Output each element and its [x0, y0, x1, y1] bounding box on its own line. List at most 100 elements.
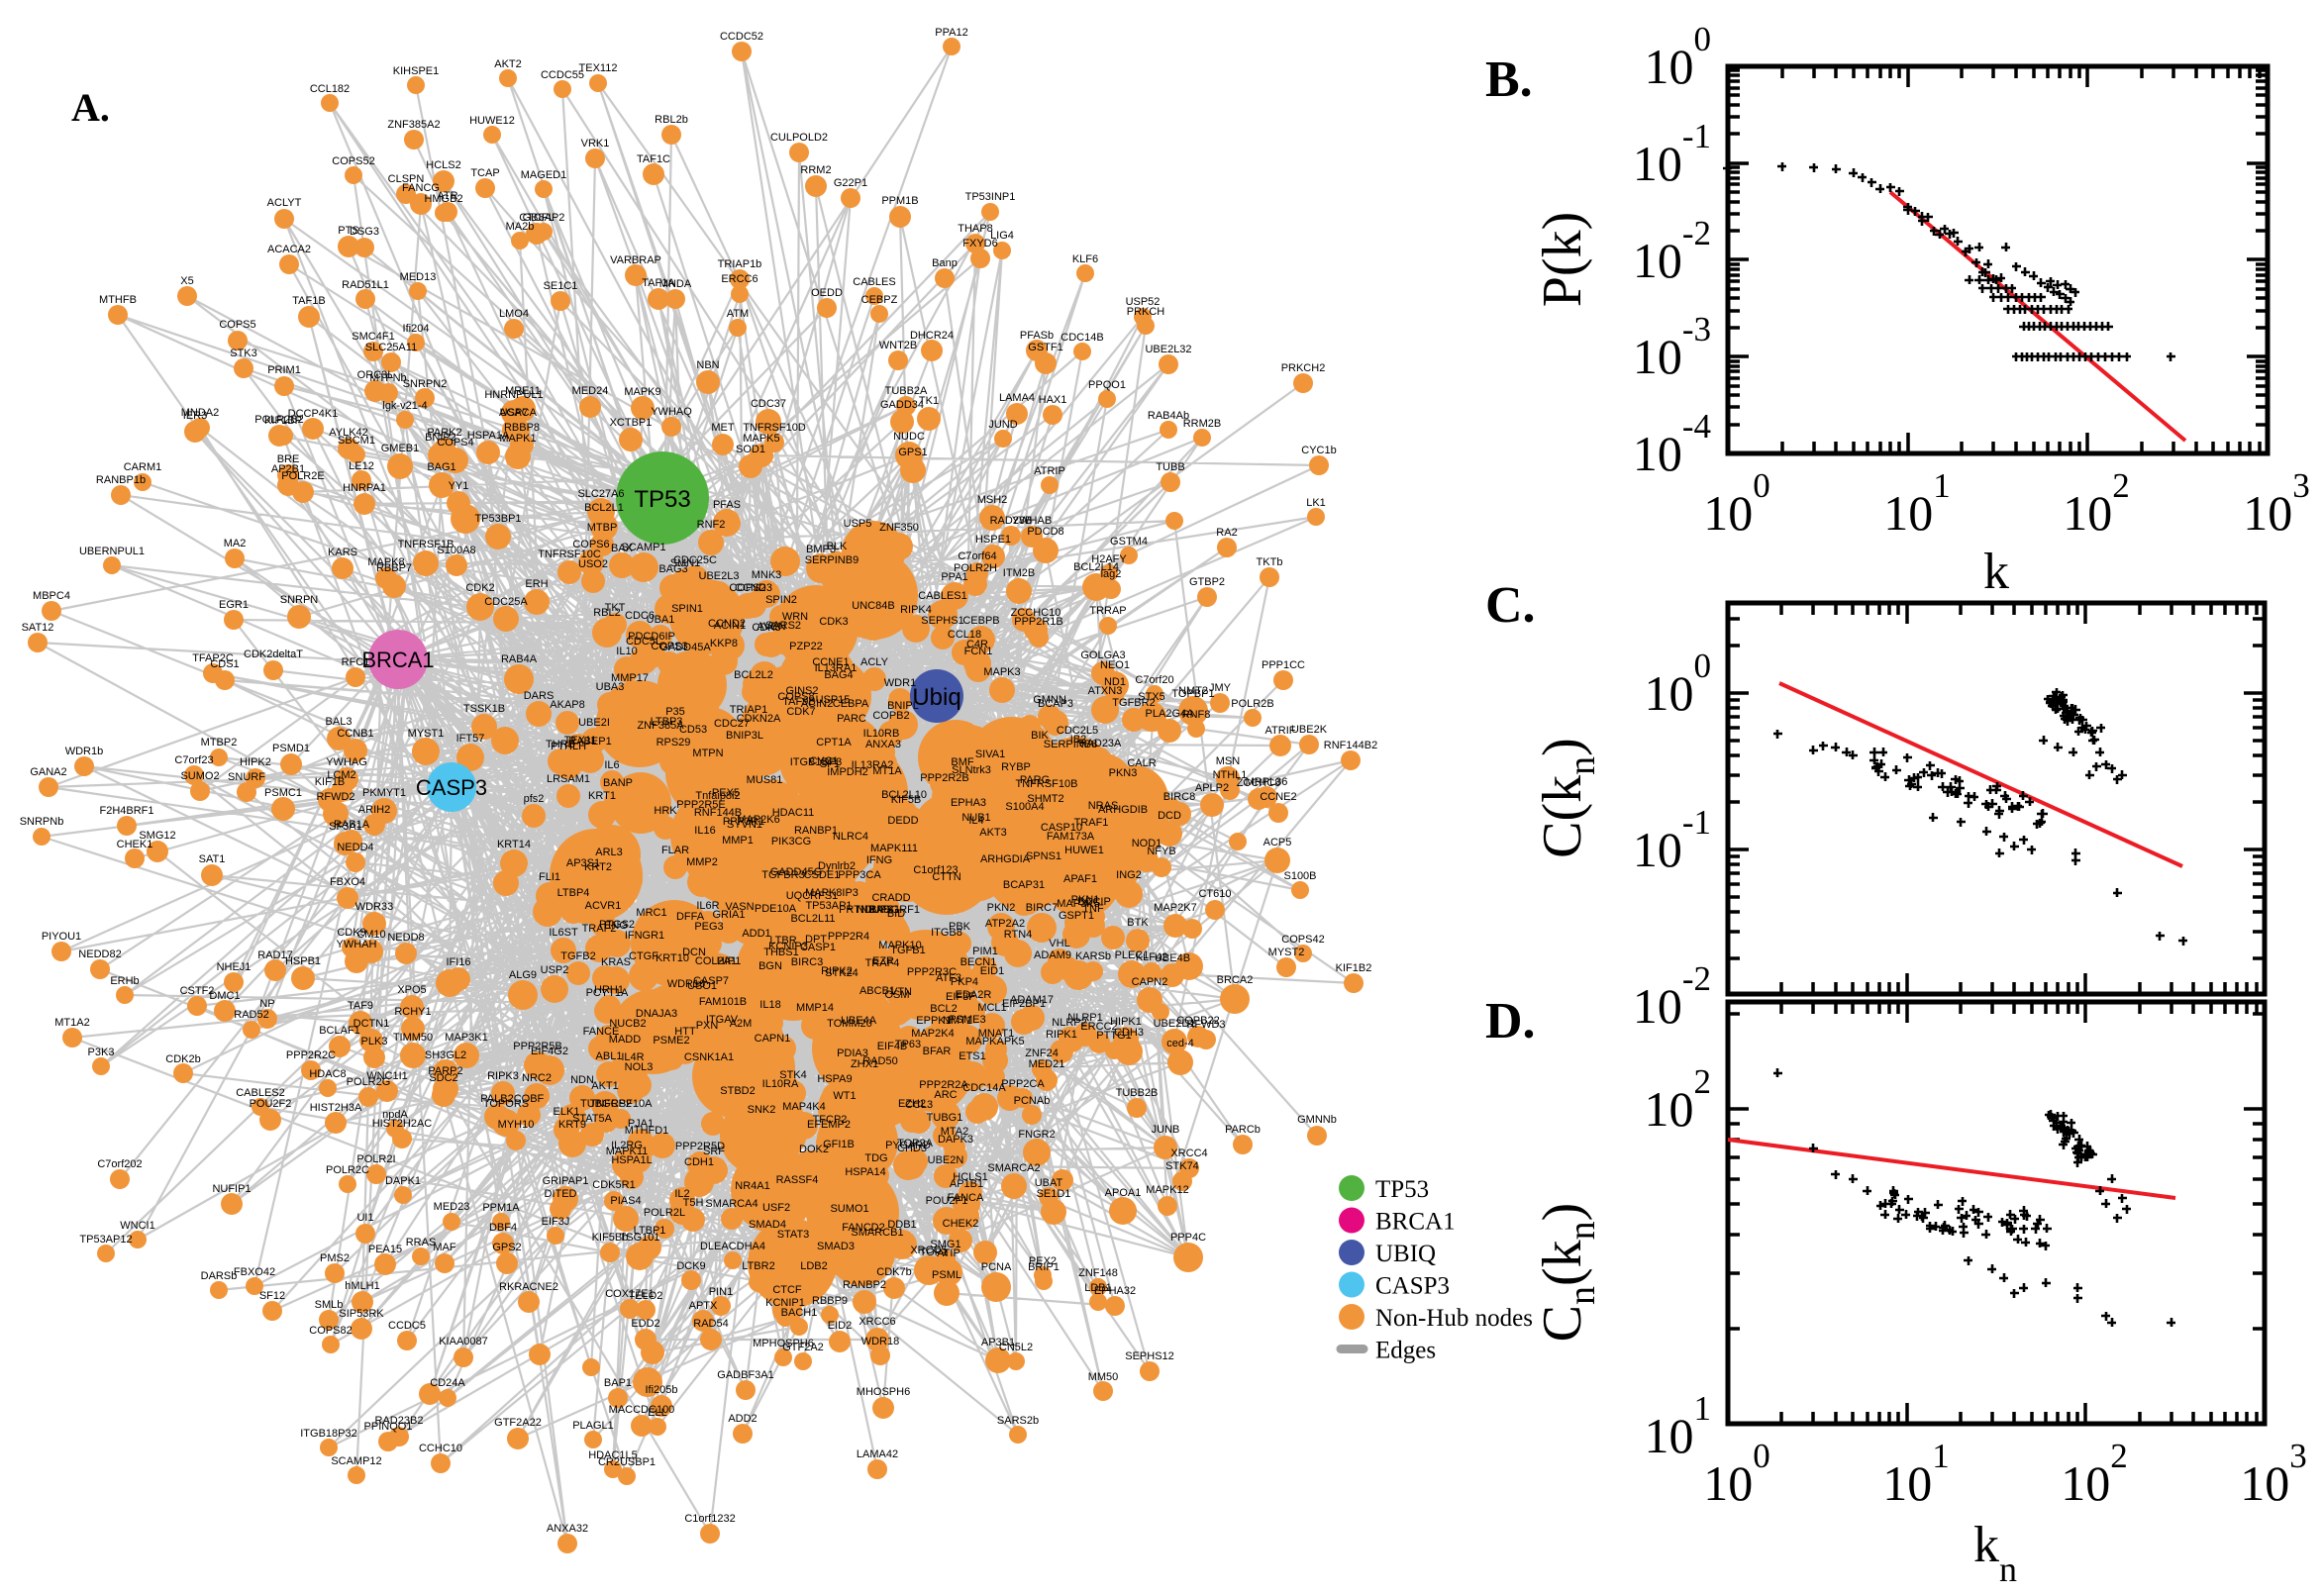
- svg-text:PPP1CC: PPP1CC: [1262, 659, 1305, 671]
- svg-text:COPS6: COPS6: [572, 539, 609, 550]
- svg-text:PPP2R5D: PPP2R5D: [675, 1141, 725, 1152]
- svg-text:SMN1: SMN1: [670, 557, 701, 569]
- svg-text:SNRPNb: SNRPNb: [20, 816, 64, 828]
- svg-text:TGFBR2: TGFBR2: [1112, 697, 1155, 709]
- svg-text:PMS2: PMS2: [320, 1252, 350, 1264]
- svg-text:CASP3: CASP3: [1375, 1273, 1450, 1300]
- svg-text:B.: B.: [1485, 51, 1533, 108]
- svg-text:CYC1: CYC1: [809, 755, 838, 767]
- svg-text:GTBP2: GTBP2: [1189, 576, 1225, 588]
- svg-text:POLR2L: POLR2L: [644, 1207, 685, 1219]
- svg-text:BNIP2: BNIP2: [425, 432, 456, 444]
- svg-text:ACIN1: ACIN1: [714, 620, 746, 632]
- svg-text:NMT2: NMT2: [1178, 685, 1208, 697]
- svg-text:CRADD: CRADD: [871, 892, 910, 904]
- svg-text:Tnfaip8l2: Tnfaip8l2: [695, 790, 740, 802]
- svg-text:S100B: S100B: [1283, 870, 1316, 882]
- svg-text:RASSF4: RASSF4: [776, 1174, 819, 1186]
- svg-text:CDK7b: CDK7b: [876, 1266, 911, 1278]
- svg-text:RANBP1b: RANBP1b: [96, 474, 146, 486]
- svg-text:KLF6: KLF6: [1072, 253, 1098, 265]
- svg-text:CDC2L5: CDC2L5: [1057, 725, 1098, 737]
- svg-text:EIF3J: EIF3J: [542, 1216, 570, 1228]
- svg-text:ATRIP: ATRIP: [1034, 465, 1065, 477]
- svg-text:EIF2BP1: EIF2BP1: [1002, 998, 1046, 1010]
- svg-text:BTK: BTK: [1127, 917, 1149, 929]
- svg-text:CCL182: CCL182: [310, 83, 350, 95]
- svg-text:BMF: BMF: [951, 756, 974, 768]
- svg-text:HIST2H2AC: HIST2H2AC: [372, 1118, 433, 1130]
- svg-text:BANP: BANP: [603, 777, 633, 789]
- svg-text:ATP2A2: ATP2A2: [985, 918, 1025, 930]
- svg-text:C1orf123: C1orf123: [913, 864, 958, 876]
- svg-text:NP: NP: [259, 998, 274, 1010]
- svg-text:PSMD1: PSMD1: [272, 743, 310, 754]
- svg-text:HSPB1: HSPB1: [285, 955, 321, 967]
- svg-text:XRCC4: XRCC4: [1170, 1147, 1207, 1159]
- svg-text:HDAC8: HDAC8: [309, 1068, 346, 1080]
- svg-text:BCAP31: BCAP31: [1003, 879, 1045, 891]
- svg-text:PRIM1: PRIM1: [267, 364, 301, 376]
- svg-text:MMP2: MMP2: [686, 856, 718, 868]
- svg-text:ND1: ND1: [1104, 676, 1126, 688]
- svg-text:COPS2: COPS2: [729, 582, 765, 594]
- svg-text:k: k: [1983, 544, 2009, 600]
- svg-text:TP53AP1: TP53AP1: [805, 900, 852, 912]
- svg-text:ETS1: ETS1: [959, 1050, 986, 1062]
- svg-text:KARS: KARS: [328, 547, 357, 558]
- svg-text:TUBB2A: TUBB2A: [885, 385, 928, 397]
- svg-text:PPA1: PPA1: [941, 571, 967, 583]
- svg-text:KRT2: KRT2: [584, 861, 612, 873]
- svg-text:PPP2R4: PPP2R4: [828, 931, 869, 943]
- svg-text:WDR1: WDR1: [884, 677, 916, 689]
- svg-text:MNDA: MNDA: [659, 278, 692, 290]
- svg-text:IER3: IER3: [183, 410, 207, 422]
- svg-text:SAT1: SAT1: [199, 853, 226, 865]
- svg-text:ERCC6: ERCC6: [721, 273, 758, 285]
- svg-text:LAMA4: LAMA4: [999, 392, 1035, 404]
- svg-text:NEDD8: NEDD8: [387, 932, 424, 944]
- svg-text:HIPK1: HIPK1: [1110, 1016, 1142, 1028]
- svg-text:EPHA32: EPHA32: [1094, 1285, 1136, 1297]
- svg-text:POLR2C: POLR2C: [326, 1164, 369, 1176]
- svg-text:CCL3: CCL3: [905, 1099, 933, 1111]
- svg-text:VHL: VHL: [1049, 938, 1069, 949]
- svg-text:TGFB1: TGFB1: [890, 945, 925, 956]
- svg-text:UBE4A: UBE4A: [841, 1015, 877, 1027]
- svg-text:SRF: SRF: [703, 1146, 725, 1157]
- svg-text:FAM173A: FAM173A: [1047, 831, 1095, 843]
- svg-text:FAM101B: FAM101B: [699, 996, 747, 1008]
- svg-text:CDK5R1: CDK5R1: [592, 1179, 635, 1191]
- svg-text:EIF4B: EIF4B: [877, 1041, 908, 1052]
- svg-text:RBBP8: RBBP8: [504, 422, 540, 434]
- svg-text:MYH10: MYH10: [498, 1119, 535, 1131]
- svg-text:ACIN2: ACIN2: [801, 698, 833, 710]
- svg-text:A2M: A2M: [730, 1018, 753, 1030]
- svg-text:CASP10: CASP10: [1041, 822, 1082, 834]
- svg-text:X5: X5: [180, 275, 193, 287]
- svg-text:MAP4K4: MAP4K4: [782, 1101, 825, 1113]
- svg-text:CCNB1: CCNB1: [337, 728, 373, 740]
- svg-text:IL6ST: IL6ST: [549, 927, 578, 939]
- svg-text:EIF4G2: EIF4G2: [531, 1046, 568, 1057]
- svg-text:EDD2: EDD2: [631, 1318, 659, 1330]
- svg-text:UBA3: UBA3: [596, 681, 625, 693]
- svg-text:VARBRAP: VARBRAP: [610, 254, 661, 266]
- svg-text:SF3A1: SF3A1: [329, 821, 362, 833]
- svg-text:EZH2: EZH2: [898, 1098, 926, 1110]
- svg-text:LTBP1: LTBP1: [634, 1225, 666, 1237]
- svg-text:PARG: PARG: [1020, 774, 1050, 786]
- svg-text:BAL3: BAL3: [326, 716, 353, 728]
- svg-text:KRT10: KRT10: [656, 952, 689, 964]
- svg-text:SMARCA2: SMARCA2: [987, 1162, 1040, 1174]
- svg-text:DBF4: DBF4: [489, 1222, 517, 1234]
- svg-text:RRM2B: RRM2B: [1183, 418, 1222, 430]
- svg-text:CCL18: CCL18: [948, 629, 981, 641]
- svg-text:EIF3F: EIF3F: [946, 991, 975, 1003]
- svg-text:NDUFS1: NDUFS1: [857, 904, 900, 916]
- svg-text:SCAMP12: SCAMP12: [331, 1455, 381, 1467]
- svg-text:RANBP2: RANBP2: [843, 1279, 886, 1291]
- svg-text:GADBF3A1: GADBF3A1: [717, 1369, 773, 1381]
- svg-text:TNFRSF10C: TNFRSF10C: [538, 549, 601, 560]
- svg-text:NUCB2: NUCB2: [609, 1018, 646, 1030]
